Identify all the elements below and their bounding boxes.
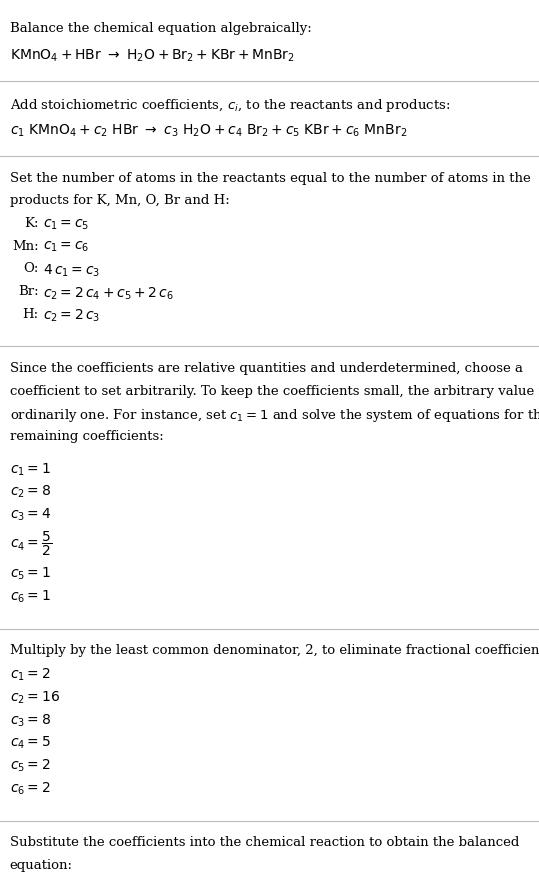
Text: coefficient to set arbitrarily. To keep the coefficients small, the arbitrary va: coefficient to set arbitrarily. To keep … [10, 385, 539, 398]
Text: $c_2 = 16$: $c_2 = 16$ [10, 690, 60, 706]
Text: $c_6 = 1$: $c_6 = 1$ [10, 589, 51, 605]
Text: Balance the chemical equation algebraically:: Balance the chemical equation algebraica… [10, 22, 312, 35]
Text: H:: H: [23, 308, 39, 321]
Text: $\mathrm{KMnO_4} + \mathrm{HBr}\ \rightarrow\ \mathrm{H_2O} + \mathrm{Br_2} + \m: $\mathrm{KMnO_4} + \mathrm{HBr}\ \righta… [10, 48, 295, 65]
Text: Br:: Br: [18, 285, 39, 298]
Text: $c_6 = 2$: $c_6 = 2$ [10, 780, 50, 797]
Text: $4\,c_1 = c_3$: $4\,c_1 = c_3$ [43, 262, 100, 279]
Text: Mn:: Mn: [12, 240, 39, 253]
Text: $c_1\ \mathrm{KMnO_4} + c_2\ \mathrm{HBr}\ \rightarrow\ c_3\ \mathrm{H_2O} + c_4: $c_1\ \mathrm{KMnO_4} + c_2\ \mathrm{HBr… [10, 123, 407, 140]
Text: $c_1 = 1$: $c_1 = 1$ [10, 461, 51, 478]
Text: O:: O: [23, 262, 39, 276]
Text: $c_1 = c_5$: $c_1 = c_5$ [43, 217, 89, 232]
Text: $c_5 = 1$: $c_5 = 1$ [10, 566, 51, 582]
Text: K:: K: [24, 217, 39, 230]
Text: equation:: equation: [10, 859, 73, 872]
Text: $c_4 = \dfrac{5}{2}$: $c_4 = \dfrac{5}{2}$ [10, 529, 52, 558]
Text: Multiply by the least common denominator, 2, to eliminate fractional coefficient: Multiply by the least common denominator… [10, 644, 539, 657]
Text: Add stoichiometric coefficients, $c_i$, to the reactants and products:: Add stoichiometric coefficients, $c_i$, … [10, 97, 450, 113]
Text: Set the number of atoms in the reactants equal to the number of atoms in the: Set the number of atoms in the reactants… [10, 172, 530, 185]
Text: Substitute the coefficients into the chemical reaction to obtain the balanced: Substitute the coefficients into the che… [10, 836, 519, 849]
Text: $c_2 = 2\,c_4 + c_5 + 2\,c_6$: $c_2 = 2\,c_4 + c_5 + 2\,c_6$ [43, 285, 174, 302]
Text: ordinarily one. For instance, set $c_1 = 1$ and solve the system of equations fo: ordinarily one. For instance, set $c_1 =… [10, 407, 539, 424]
Text: $c_3 = 8$: $c_3 = 8$ [10, 712, 51, 729]
Text: Since the coefficients are relative quantities and underdetermined, choose a: Since the coefficients are relative quan… [10, 362, 523, 375]
Text: $c_1 = 2$: $c_1 = 2$ [10, 667, 50, 684]
Text: $c_5 = 2$: $c_5 = 2$ [10, 758, 50, 774]
Text: remaining coefficients:: remaining coefficients: [10, 430, 163, 443]
Text: products for K, Mn, O, Br and H:: products for K, Mn, O, Br and H: [10, 194, 230, 208]
Text: $c_4 = 5$: $c_4 = 5$ [10, 735, 51, 752]
Text: $c_2 = 2\,c_3$: $c_2 = 2\,c_3$ [43, 308, 100, 324]
Text: $c_2 = 8$: $c_2 = 8$ [10, 484, 51, 501]
Text: $c_1 = c_6$: $c_1 = c_6$ [43, 240, 89, 255]
Text: $c_3 = 4$: $c_3 = 4$ [10, 507, 51, 523]
